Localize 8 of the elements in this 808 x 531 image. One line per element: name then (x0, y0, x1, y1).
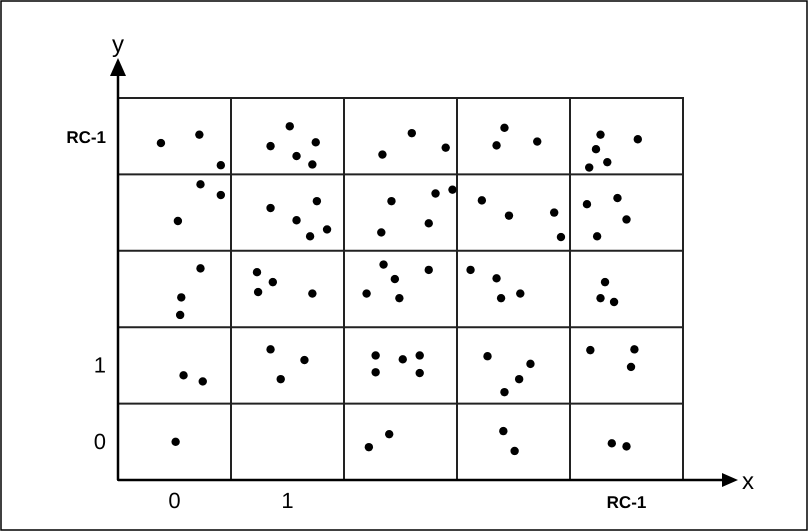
x-tick-label: RC-1 (606, 493, 646, 512)
x-axis-title: x (742, 468, 754, 495)
y-tick-label: 1 (94, 352, 106, 378)
y-tick-label: 0 (94, 428, 106, 454)
y-axis-title: y (112, 31, 124, 58)
y-tick-label: RC-1 (66, 128, 106, 148)
x-tick-label: 0 (168, 488, 181, 513)
x-tick-label: 1 (281, 488, 294, 513)
